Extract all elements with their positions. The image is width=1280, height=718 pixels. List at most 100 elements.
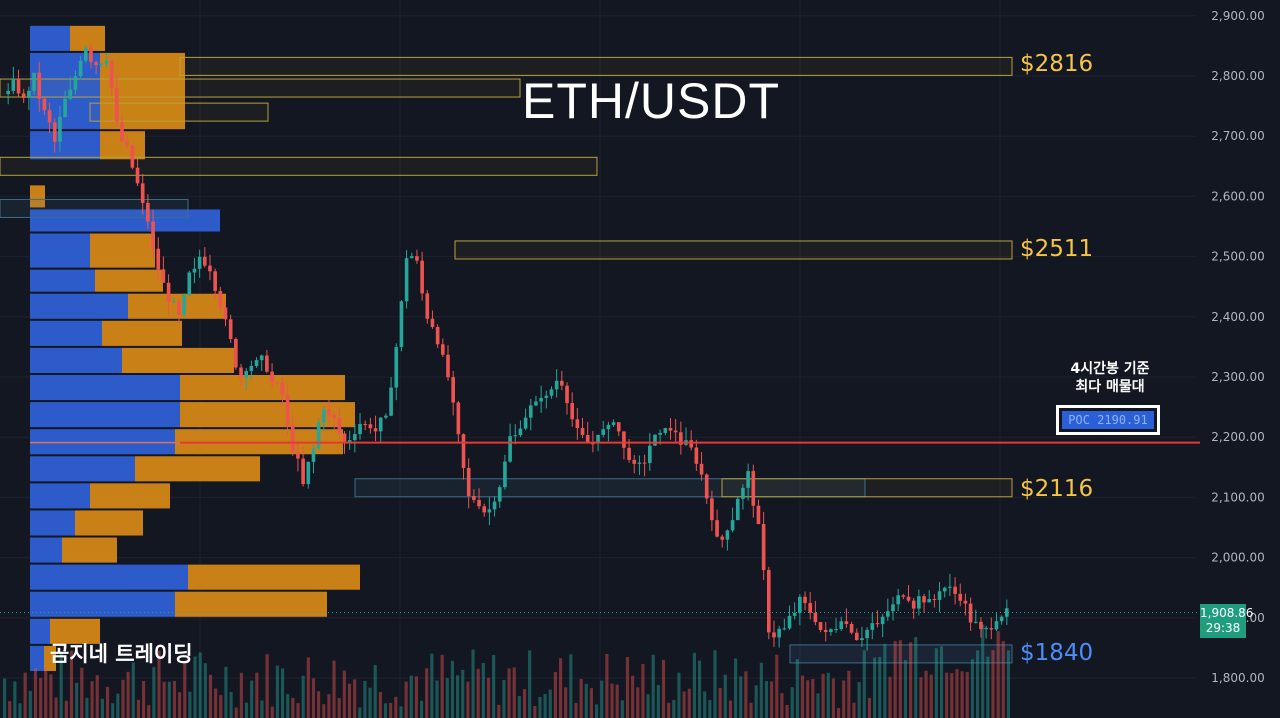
candle-body xyxy=(482,506,487,513)
profile-bar-sell xyxy=(100,52,185,130)
volume-bar xyxy=(903,660,908,718)
price-tick-label: 2,800.00 xyxy=(1211,69,1264,83)
candle-body xyxy=(637,462,642,464)
candle-body xyxy=(937,591,942,600)
last-price-tag: 1,908.86 29:38 xyxy=(1200,604,1254,638)
volume-bars xyxy=(3,624,1010,718)
volume-bar xyxy=(502,679,506,718)
candle-body xyxy=(89,47,93,63)
volume-bar xyxy=(306,657,310,718)
volume-bar xyxy=(234,707,238,718)
candle-body xyxy=(591,443,595,445)
volume-bar xyxy=(574,702,578,718)
profile-bar-buy xyxy=(30,618,50,644)
candle-body xyxy=(658,432,662,435)
volume-bar xyxy=(759,662,763,718)
candle-body xyxy=(140,183,145,203)
candle-body xyxy=(487,509,492,513)
volume-bar xyxy=(800,675,805,718)
candle-body xyxy=(73,76,78,90)
profile-bar-buy xyxy=(30,564,188,590)
profile-bar-buy xyxy=(30,645,44,671)
profile-bar-buy xyxy=(30,402,180,428)
volume-bar xyxy=(486,677,491,718)
volume-bar xyxy=(646,694,650,718)
volume-bar xyxy=(697,660,702,718)
profile-bar-buy xyxy=(30,269,95,292)
volume-bar xyxy=(342,670,346,718)
candle-body xyxy=(834,629,838,631)
volume-bar xyxy=(780,693,784,718)
candle-body xyxy=(865,629,869,639)
candle-body xyxy=(803,596,807,604)
volume-bar xyxy=(208,674,213,718)
candle-body xyxy=(99,63,104,66)
volume-bar xyxy=(358,707,362,718)
volume-bar xyxy=(3,678,7,718)
volume-bar xyxy=(203,663,207,718)
candle-body xyxy=(27,90,31,98)
candle-body xyxy=(42,98,47,111)
volume-bar xyxy=(33,668,38,718)
level-label-2816: $2816 xyxy=(1020,51,1094,77)
volume-bar xyxy=(188,691,192,718)
candle-body xyxy=(301,458,305,485)
volume-bar xyxy=(831,678,835,718)
volume-bar xyxy=(265,654,269,718)
volume-bar xyxy=(713,650,717,718)
candle-body xyxy=(663,428,668,433)
candle-body xyxy=(337,417,342,434)
candle-body xyxy=(968,603,973,623)
volume-bar xyxy=(589,688,594,718)
volume-bar xyxy=(193,656,197,718)
candle-body xyxy=(606,424,611,430)
candle-body xyxy=(601,429,606,435)
candle-body xyxy=(358,423,362,435)
candle-body xyxy=(223,307,228,320)
candle-countdown: 29:38 xyxy=(1205,621,1241,635)
candle-body xyxy=(347,440,352,443)
candle-body xyxy=(187,272,192,295)
candle-body xyxy=(668,428,673,431)
profile-bar-sell xyxy=(188,564,360,590)
candle-body xyxy=(508,436,512,462)
volume-bar xyxy=(219,695,223,718)
candle-body xyxy=(441,344,445,355)
candle-body xyxy=(130,145,135,168)
volume-bar xyxy=(950,673,954,718)
volume-bar xyxy=(528,650,532,718)
last-price-value: 1,908.86 xyxy=(1200,606,1254,620)
candle-body xyxy=(353,434,357,441)
volume-bar xyxy=(445,678,449,718)
candle-body xyxy=(710,498,714,521)
volume-bar xyxy=(754,685,758,718)
candle-body xyxy=(32,72,36,91)
candle-body xyxy=(539,397,543,402)
candle-body xyxy=(580,428,585,435)
candle-body xyxy=(394,347,399,388)
volume-bar xyxy=(847,670,851,718)
volume-bar xyxy=(353,679,357,718)
volume-bar xyxy=(661,659,666,718)
candle-body xyxy=(911,600,916,609)
volume-bar xyxy=(692,652,696,718)
candle-body xyxy=(275,382,280,384)
volume-bar xyxy=(883,643,887,718)
volume-bar xyxy=(836,707,841,718)
candle-body xyxy=(570,403,574,420)
volume-bar xyxy=(888,676,892,718)
candle-body xyxy=(451,377,455,403)
candle-body xyxy=(901,595,906,597)
candle-body xyxy=(234,338,238,368)
candle-body xyxy=(311,448,316,462)
candle-body xyxy=(497,487,502,502)
candle-body xyxy=(37,72,42,99)
candle-body xyxy=(446,354,450,378)
volume-bar xyxy=(785,704,789,718)
volume-bar xyxy=(739,676,743,718)
candle-body xyxy=(725,530,730,540)
volume-bar xyxy=(939,646,944,718)
volume-bar xyxy=(121,679,125,718)
candle-body xyxy=(880,616,885,625)
